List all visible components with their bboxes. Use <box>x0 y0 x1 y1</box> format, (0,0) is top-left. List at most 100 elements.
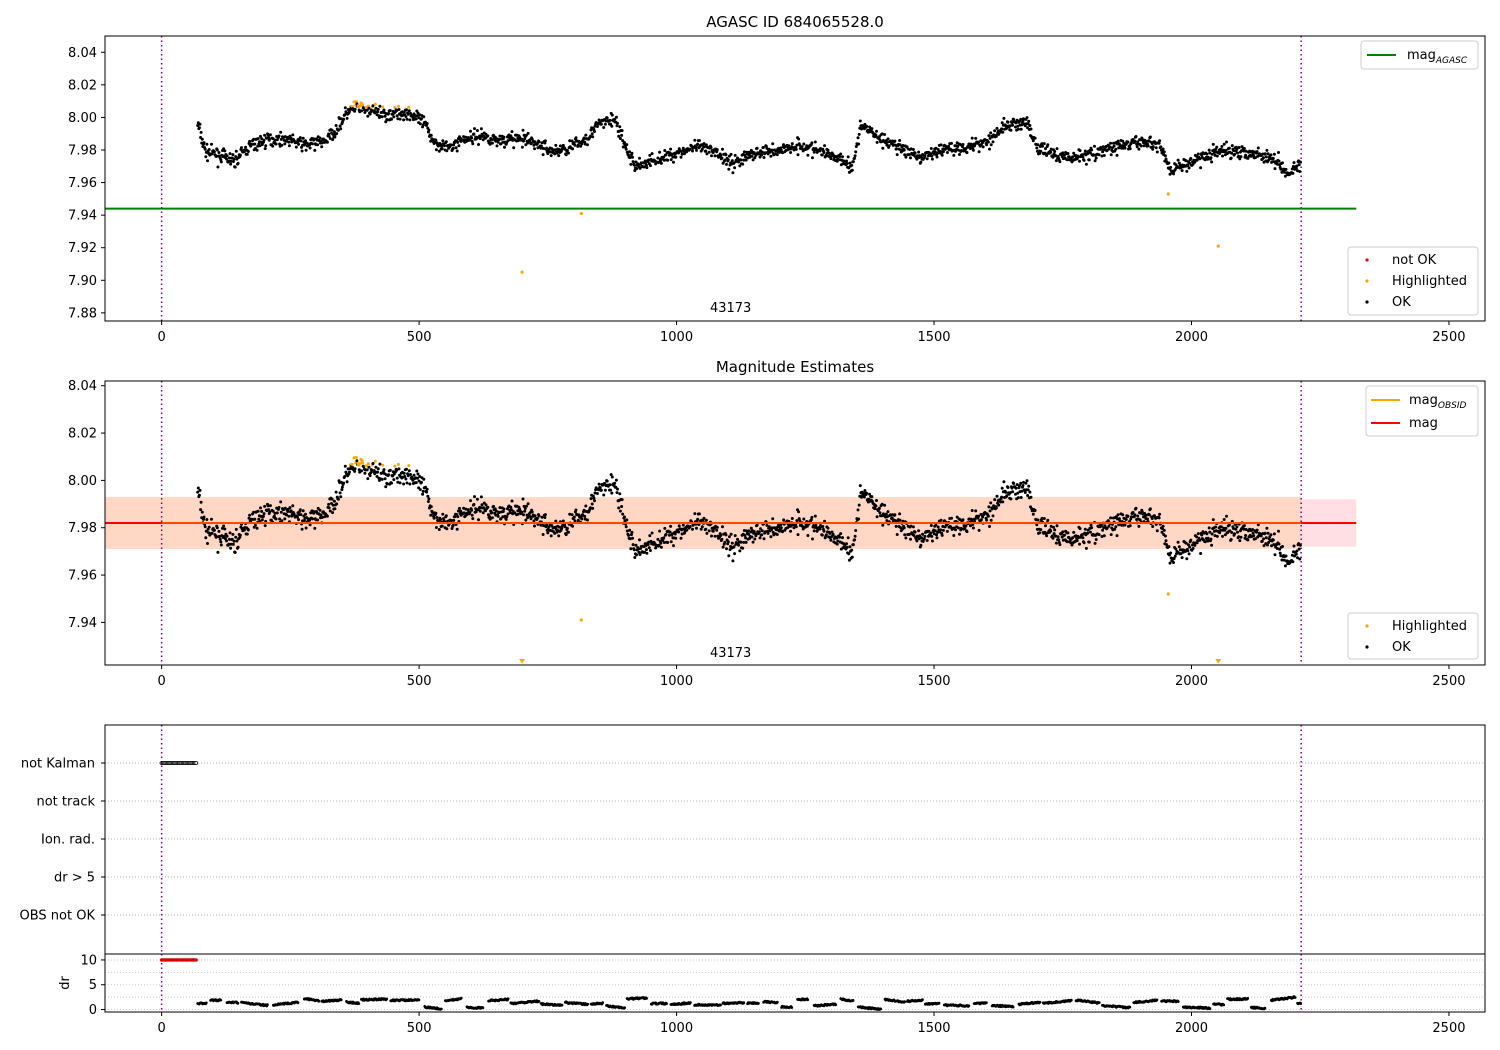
ok-point <box>813 514 817 518</box>
ok-point <box>744 158 748 162</box>
ok-point <box>454 146 458 150</box>
ok-point <box>620 505 624 508</box>
ok-point <box>697 512 701 516</box>
ok-point <box>704 149 708 153</box>
ok-point <box>1155 529 1159 533</box>
ok-point <box>974 509 978 513</box>
ok-point <box>858 484 862 488</box>
ok-point <box>727 554 731 558</box>
legend-label-ok-mid: OK <box>1392 640 1411 655</box>
ok-point <box>583 142 587 146</box>
ok-point <box>495 144 499 148</box>
flag-label: Ion. rad. <box>41 833 95 848</box>
ok-point <box>225 539 228 543</box>
ok-point <box>1042 142 1046 146</box>
ok-point <box>490 511 494 515</box>
ok-point <box>198 488 202 492</box>
ok-point <box>304 148 308 152</box>
ok-point <box>570 139 574 143</box>
ok-point <box>615 124 619 128</box>
ok-point <box>1006 486 1010 489</box>
ok-point <box>248 513 252 517</box>
ok-point <box>935 536 939 540</box>
ok-point <box>693 138 697 142</box>
ok-point <box>366 114 370 118</box>
ok-point <box>1036 143 1040 147</box>
legend-marker-ok <box>1365 300 1369 304</box>
ok-point <box>802 517 806 521</box>
ok-point <box>246 150 250 153</box>
ok-point <box>1221 534 1224 538</box>
ok-point <box>806 534 810 537</box>
ok-point <box>1256 146 1260 150</box>
ok-point <box>199 508 203 512</box>
ok-point <box>945 151 949 154</box>
ok-point <box>925 157 929 161</box>
ok-point <box>504 517 508 521</box>
ok-point <box>956 145 960 148</box>
ok-point <box>1264 536 1268 540</box>
ok-point <box>811 156 814 160</box>
ok-point <box>212 528 216 532</box>
ok-point <box>1251 531 1255 535</box>
ok-point <box>836 157 840 161</box>
ok-point <box>1164 157 1168 161</box>
top-axis: 0 500 1000 1500 2000 25007.887.907.927.947.96… <box>68 46 1465 345</box>
ok-point <box>242 528 246 532</box>
ok-point <box>205 518 209 521</box>
ok-point <box>256 137 260 141</box>
ok-point <box>929 524 933 527</box>
ok-point <box>663 526 667 530</box>
ok-point <box>1297 547 1301 551</box>
ok-point <box>1090 148 1094 152</box>
ok-point <box>624 525 628 529</box>
ok-point <box>420 117 423 121</box>
ok-point <box>579 144 583 148</box>
highlighted-outlier-point <box>1216 244 1220 248</box>
ok-point <box>835 542 839 546</box>
ok-point <box>620 129 624 133</box>
ok-point <box>1278 551 1282 555</box>
ok-point <box>405 117 409 121</box>
ok-point <box>1236 530 1239 534</box>
ok-point <box>510 130 514 134</box>
ok-point <box>345 116 349 120</box>
ok-point <box>988 509 992 513</box>
ok-point <box>1093 159 1097 163</box>
ok-point <box>737 543 741 547</box>
ok-point <box>1031 139 1035 143</box>
ok-point <box>1102 154 1106 157</box>
ok-point <box>1292 544 1296 548</box>
ok-point <box>841 536 844 540</box>
ok-point <box>1273 553 1277 557</box>
ok-point <box>231 532 235 536</box>
ok-point <box>930 539 934 543</box>
ok-point <box>797 510 801 514</box>
ok-point <box>964 524 968 528</box>
ok-point <box>1200 533 1204 537</box>
ok-point <box>256 509 260 513</box>
ok-point <box>664 533 668 536</box>
ok-point <box>633 556 637 559</box>
ok-point <box>287 144 291 148</box>
ok-point <box>1128 524 1132 528</box>
ok-point <box>602 493 606 497</box>
ok-point <box>1090 526 1094 530</box>
ok-point <box>1169 551 1173 555</box>
ok-point <box>229 159 233 163</box>
ok-point <box>1087 540 1091 544</box>
ok-point <box>620 498 624 502</box>
ok-point <box>1094 538 1098 541</box>
ok-point <box>371 462 375 465</box>
middle-xtick-label: 0 <box>158 674 166 689</box>
ok-point <box>986 140 990 144</box>
ok-point <box>335 132 339 136</box>
ok-point <box>755 146 759 150</box>
ok-point <box>725 162 728 166</box>
ok-point <box>754 153 758 157</box>
ok-point <box>662 536 666 540</box>
ok-point <box>260 509 264 513</box>
ok-point <box>922 537 926 541</box>
ok-point <box>710 534 713 538</box>
dr-xtick-label: 2500 <box>1432 1021 1465 1036</box>
